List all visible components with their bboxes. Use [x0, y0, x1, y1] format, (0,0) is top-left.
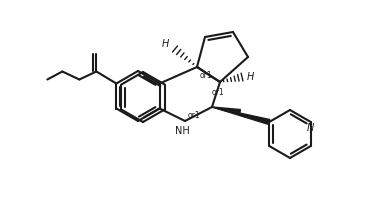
Polygon shape — [212, 107, 240, 114]
Text: H: H — [161, 39, 169, 49]
Text: NH: NH — [175, 126, 189, 136]
Text: or1: or1 — [212, 87, 224, 97]
Text: N: N — [307, 123, 314, 133]
Text: H: H — [246, 72, 254, 82]
Text: or1: or1 — [187, 111, 200, 120]
Text: or1: or1 — [200, 71, 213, 80]
Polygon shape — [212, 107, 270, 125]
